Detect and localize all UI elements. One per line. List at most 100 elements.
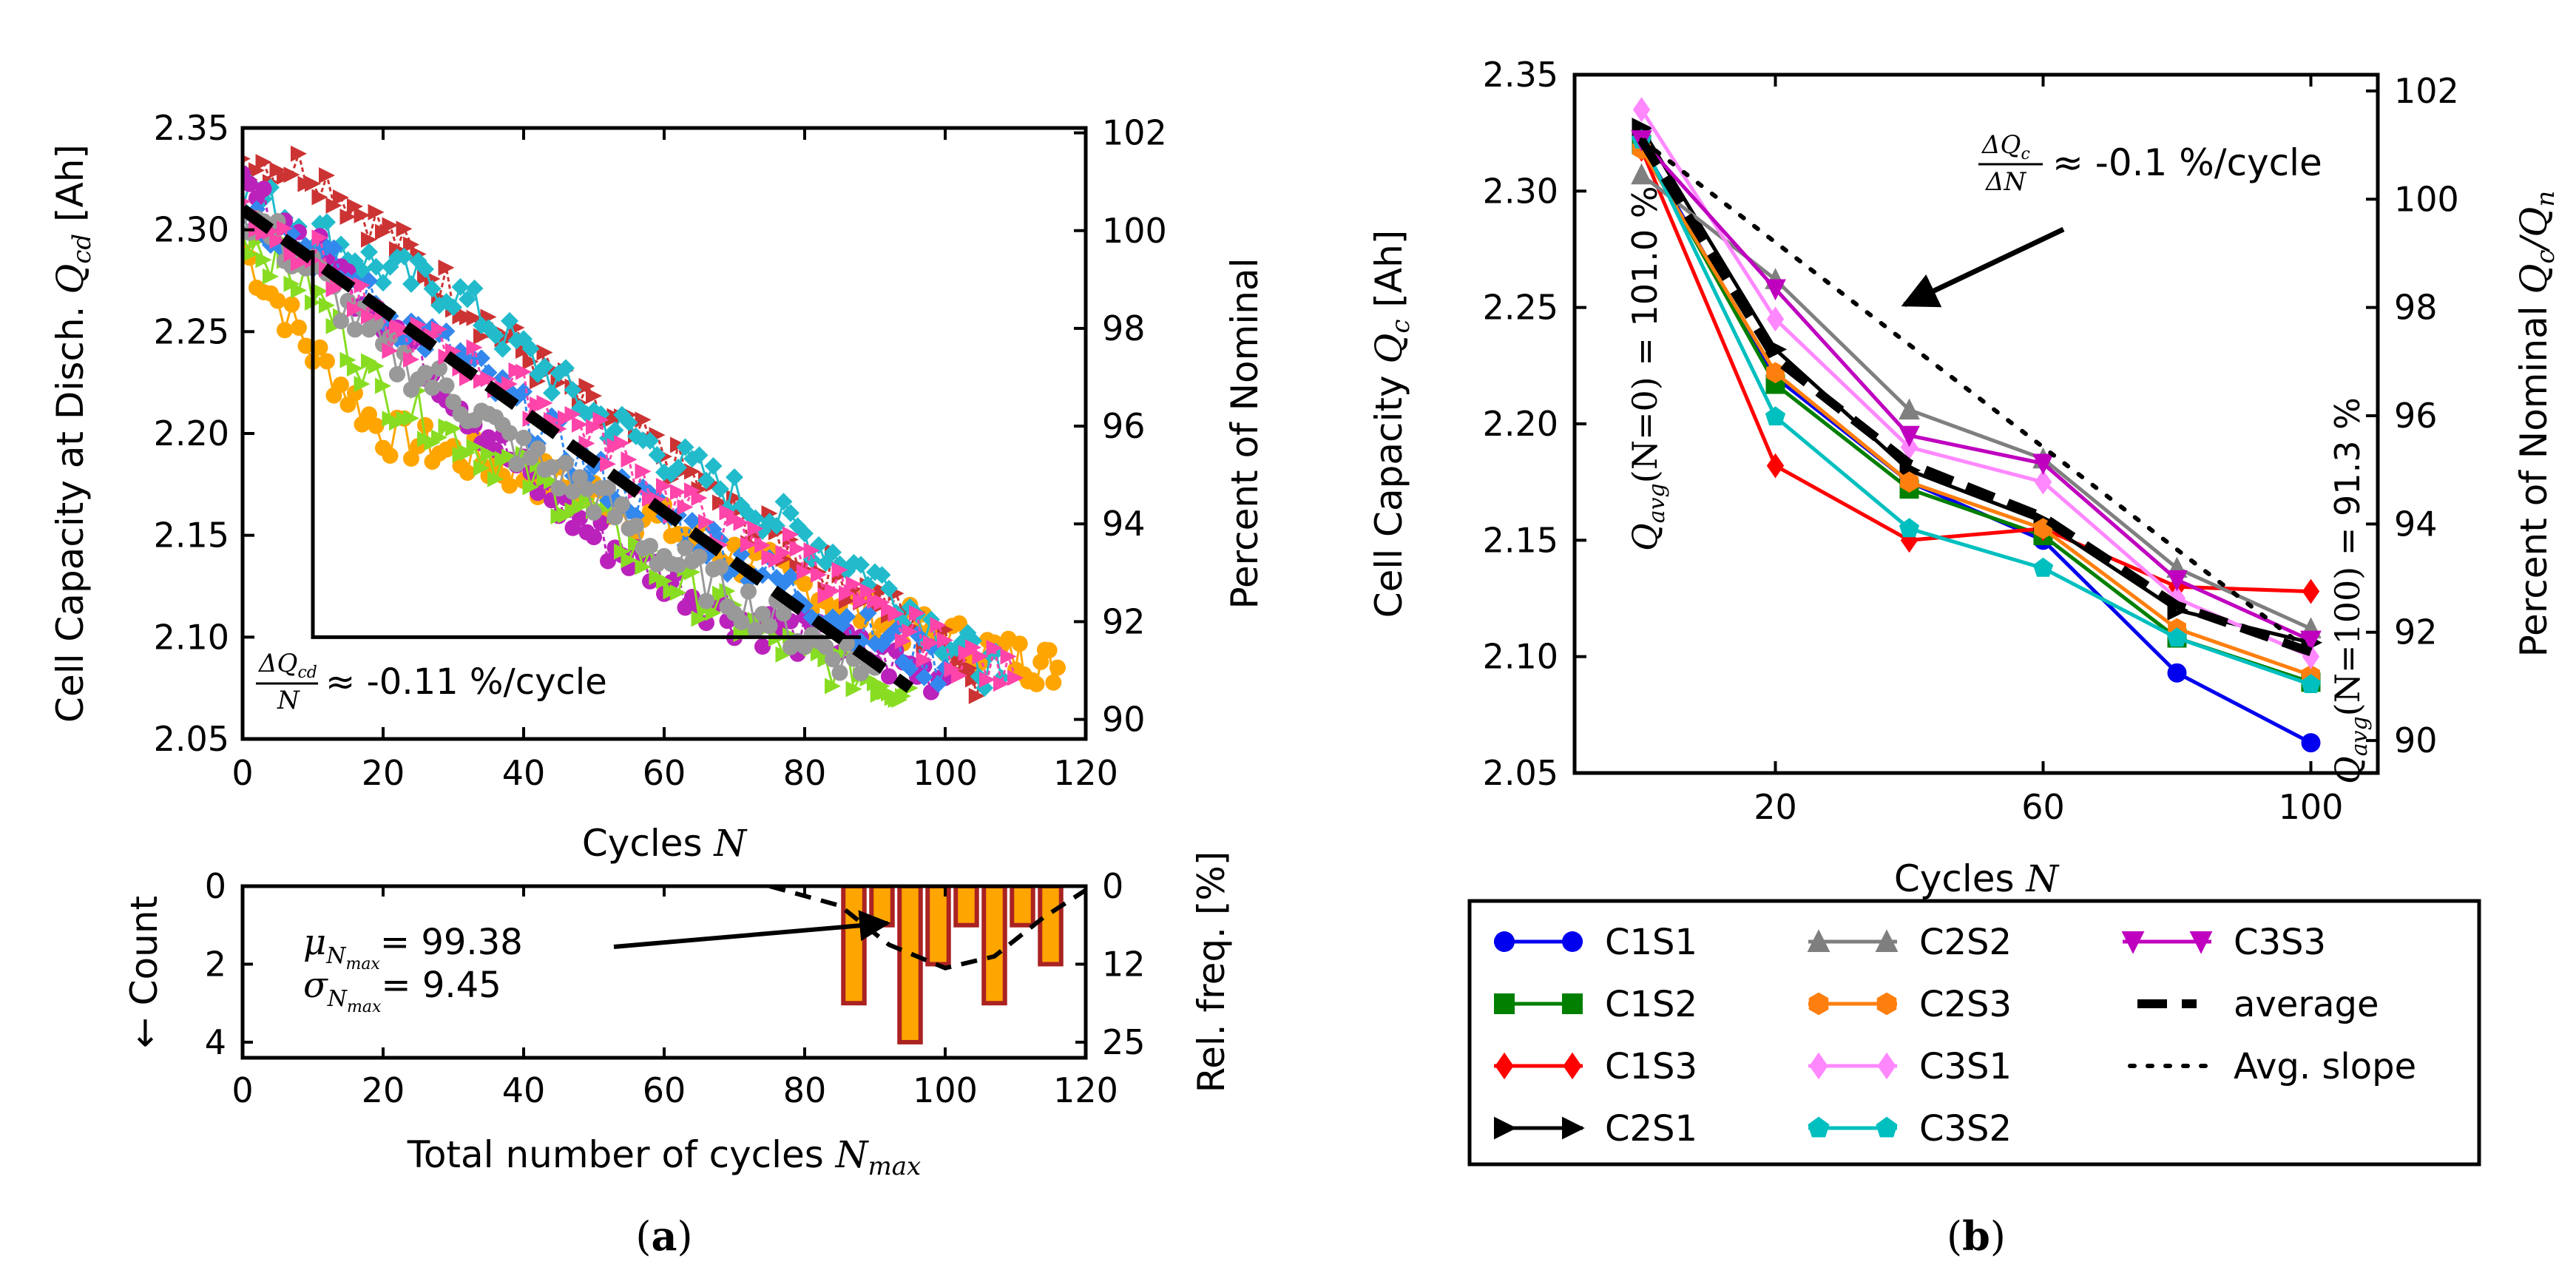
series-cell-pink-point	[902, 623, 919, 640]
series-cell-orange-point	[1028, 675, 1045, 692]
x-tick-label: 60	[643, 753, 686, 793]
panel-b-slope-num: ΔQc	[1981, 130, 2030, 163]
series-cell-orange-point	[269, 292, 286, 309]
y-tick-label: 2.10	[154, 617, 229, 657]
b-y-right-tick-label: 90	[2394, 720, 2438, 760]
series-cell-gray-point	[578, 480, 595, 497]
series-cell-pink-point	[789, 540, 806, 557]
hist-bar	[897, 886, 923, 1044]
series-cell-pink-point	[572, 416, 588, 433]
b-y-tick-label: 2.05	[1483, 753, 1558, 793]
y-right-tick-label: 90	[1102, 700, 1146, 740]
series-cell-magenta-point	[881, 668, 897, 685]
series-cell-blue-point	[915, 668, 933, 686]
x-tick-label: 0	[231, 753, 253, 793]
series-cell-cyan-point	[459, 290, 476, 308]
series-cell-pink-point	[979, 671, 995, 688]
series-cell-blue-point	[683, 512, 701, 530]
series-cell-red-point	[305, 175, 321, 192]
series-cell-pink-point	[347, 300, 363, 317]
point-c3s2	[2166, 627, 2188, 647]
x-tick-label: 100	[913, 753, 978, 793]
series-cell-red-point	[319, 167, 335, 184]
series-cell-magenta-point	[600, 553, 616, 570]
hist-bar	[1038, 886, 1064, 967]
series-cell-gray-point	[431, 360, 447, 377]
series-cell-cyan-point	[487, 326, 504, 345]
density-curve	[768, 886, 1086, 970]
series-cell-gray-point	[558, 455, 574, 471]
series-cell-green-point	[621, 552, 638, 569]
legend-marker	[1877, 1052, 1896, 1080]
point-c3s3	[1765, 279, 1786, 301]
series-cell-gray-point	[825, 651, 841, 668]
legend-label-c2s1: C2S1	[1605, 1108, 1697, 1150]
legend-label-average: average	[2234, 984, 2379, 1025]
b-y-right-tick-label: 92	[2394, 612, 2438, 652]
series-cell-red-point	[243, 155, 251, 163]
series-cell-cyan-point	[423, 280, 442, 298]
series-cell-pink-point	[614, 435, 630, 452]
legend-marker	[1562, 993, 1583, 1014]
series-cell-pink-point	[797, 564, 813, 581]
series-cell-cyan-point	[374, 274, 392, 292]
line-c3s3	[1640, 138, 2312, 642]
b-y-tick-label: 2.30	[1483, 171, 1558, 211]
series-cell-pink-point	[965, 639, 981, 656]
b-y-right-tick-label: 96	[2394, 396, 2438, 436]
series-cell-orange-point	[797, 575, 813, 593]
series-cell-orange-point	[1011, 635, 1028, 652]
series-cell-gray-point	[550, 480, 567, 497]
series-cell-orange-point	[283, 296, 300, 313]
series-cell-pink-point	[916, 652, 933, 669]
hist-bar	[981, 886, 1007, 1006]
series-cell-cyan-point	[465, 279, 484, 297]
series-cell-pink-point	[501, 376, 518, 393]
series-cell-cyan-point	[360, 243, 378, 261]
panel-b-slope-annotation: ΔQc ΔN ≈ -0.1 %/cycle	[1901, 130, 2322, 308]
hist-bar	[925, 886, 951, 967]
series-cell-orange-point	[319, 353, 335, 370]
panel-b-ylabel-left: Cell Capacity Qc [Ah]	[1368, 230, 1416, 618]
point-c1s3	[1900, 527, 1919, 553]
series-cell-blue-point	[901, 659, 919, 678]
series-cell-gray-point	[614, 496, 630, 513]
series-cell-gray-point	[761, 618, 778, 635]
panel-a-ylabel-left: Cell Capacity at Disch. Qcd [Ah]	[49, 144, 97, 723]
series-cell-gray-point	[389, 366, 405, 382]
series-cell-pink-point	[480, 371, 497, 388]
series-cell-orange-point	[1041, 642, 1058, 659]
series-cell-red-point	[438, 259, 455, 276]
hist-x-tick-label: 60	[643, 1070, 686, 1110]
legend-label-c3s1: C3S1	[1919, 1046, 2012, 1087]
series-cell-green-point	[628, 536, 644, 553]
series-cell-gray-point	[600, 479, 616, 496]
series-cell-pink-point	[993, 675, 1010, 692]
legend-label-c3s2: C3S2	[1919, 1108, 2012, 1150]
series-cell-gray-point	[333, 313, 349, 330]
series-cell-green-point	[487, 470, 504, 487]
series-cell-red-point	[635, 411, 652, 428]
x-tick-label: 80	[783, 753, 827, 793]
y-right-tick-label: 94	[1102, 504, 1146, 544]
y-right-tick-label: 92	[1102, 601, 1146, 641]
series-cell-pink-point	[803, 542, 820, 559]
series-cell-cyan-point	[669, 458, 687, 476]
series-cell-cyan-point	[824, 543, 842, 561]
x-tick-label: 120	[1053, 753, 1118, 793]
series-cell-green-point	[325, 317, 342, 334]
point-c3s2	[1765, 406, 1786, 426]
series-cell-cyan-point	[774, 493, 793, 511]
series-cell-pink-point	[951, 667, 967, 684]
series-cell-pink-point	[930, 617, 947, 634]
hist-x-tick-label: 40	[502, 1070, 546, 1110]
legend-label-c1s1: C1S1	[1605, 922, 1697, 963]
hist-ylabel-left: ← Count	[123, 896, 166, 1048]
b-x-tick-label: 100	[2279, 787, 2344, 827]
series-cell-cyan-point	[641, 431, 659, 450]
series-cell-gray-point	[775, 605, 792, 622]
series-cell-pink-point	[354, 277, 371, 294]
series-cell-green-point	[670, 584, 686, 601]
series-cell-orange-point	[291, 319, 307, 336]
series-cell-pink-point	[382, 342, 399, 359]
